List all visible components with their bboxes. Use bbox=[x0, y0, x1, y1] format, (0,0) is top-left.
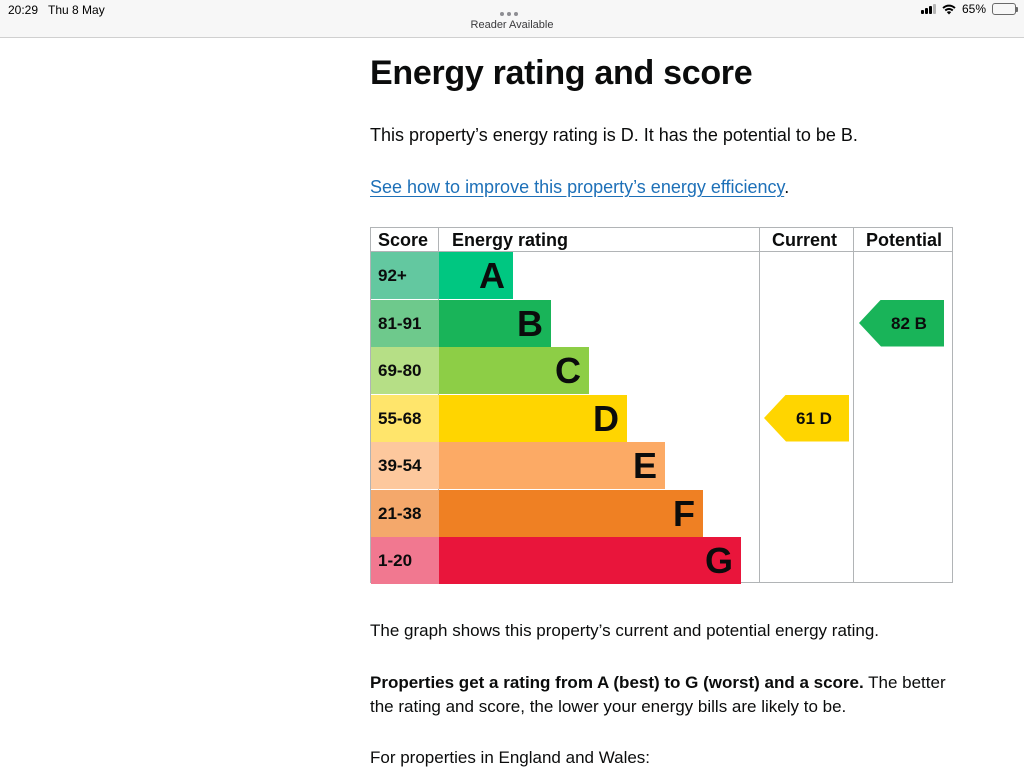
rating-band-g: G bbox=[439, 537, 741, 584]
battery-percent: 65% bbox=[961, 2, 986, 16]
energy-rating-chart: Score Energy rating Current Potential 92… bbox=[370, 227, 953, 584]
graph-description: The graph shows this property’s current … bbox=[370, 621, 880, 640]
rating-band-d: D bbox=[439, 394, 627, 442]
band-letter-a: A bbox=[479, 255, 505, 296]
reader-available-label[interactable]: Reader Available bbox=[470, 19, 554, 31]
potential-rating-arrow-label: 82 B bbox=[891, 313, 927, 333]
score-cell-c: 69-80 bbox=[371, 347, 439, 394]
rating-band-c: C bbox=[439, 347, 589, 394]
battery-icon bbox=[992, 3, 1018, 15]
score-cell-f: 21-38 bbox=[371, 489, 439, 537]
link-suffix: . bbox=[784, 177, 790, 197]
band-letter-b: B bbox=[517, 302, 543, 344]
rating-band-e: E bbox=[439, 442, 665, 489]
header-divider bbox=[371, 251, 952, 252]
page-title: Energy rating and score bbox=[370, 54, 753, 92]
rating-band-a: A bbox=[439, 252, 513, 299]
cellular-signal-icon bbox=[920, 4, 936, 14]
rating-summary: This property’s energy rating is D. It h… bbox=[370, 125, 858, 145]
rating-explanation-rest: The better the rating and score, the low… bbox=[370, 673, 946, 716]
wifi-icon bbox=[942, 4, 956, 14]
header-current: Current bbox=[772, 230, 838, 250]
score-cell-d: 55-68 bbox=[371, 394, 439, 442]
band-letter-e: E bbox=[632, 445, 657, 486]
current-rating-arrow: 61 D bbox=[764, 394, 849, 442]
column-divider bbox=[759, 228, 760, 582]
rating-explanation: Properties get a rating from A (best) to… bbox=[370, 671, 960, 719]
score-cell-g: 1-20 bbox=[371, 537, 439, 584]
header-score: Score bbox=[378, 230, 429, 250]
improve-paragraph: See how to improve this property’s energ… bbox=[370, 177, 789, 198]
band-letter-c: C bbox=[555, 350, 581, 391]
band-letter-d: D bbox=[593, 397, 619, 439]
england-wales-heading: For properties in England and Wales: bbox=[370, 748, 651, 767]
potential-rating-arrow: 82 B bbox=[859, 299, 944, 347]
score-cell-e: 39-54 bbox=[371, 442, 439, 489]
score-cell-b: 81-91 bbox=[371, 299, 439, 347]
rating-band-f: F bbox=[439, 489, 703, 537]
header-energy-rating: Energy rating bbox=[452, 230, 569, 250]
status-time: 20:29 bbox=[8, 3, 39, 17]
band-letter-f: F bbox=[673, 492, 695, 534]
improve-efficiency-link[interactable]: See how to improve this property’s energ… bbox=[370, 177, 785, 197]
column-divider bbox=[853, 228, 854, 582]
multitasking-dots-icon[interactable] bbox=[500, 3, 524, 16]
score-cell-a: 92+ bbox=[371, 252, 439, 299]
header-potential: Potential bbox=[866, 230, 943, 250]
status-indicators: 65% bbox=[920, 2, 1018, 16]
band-letter-g: G bbox=[704, 540, 733, 581]
status-bar: 20:29 Thu 8 May Reader Available 65% bbox=[0, 0, 1024, 38]
rating-explanation-bold: Properties get a rating from A (best) to… bbox=[370, 673, 864, 692]
status-date: Thu 8 May bbox=[48, 3, 105, 17]
rating-band-b: B bbox=[439, 299, 551, 347]
current-rating-arrow-label: 61 D bbox=[796, 408, 832, 428]
